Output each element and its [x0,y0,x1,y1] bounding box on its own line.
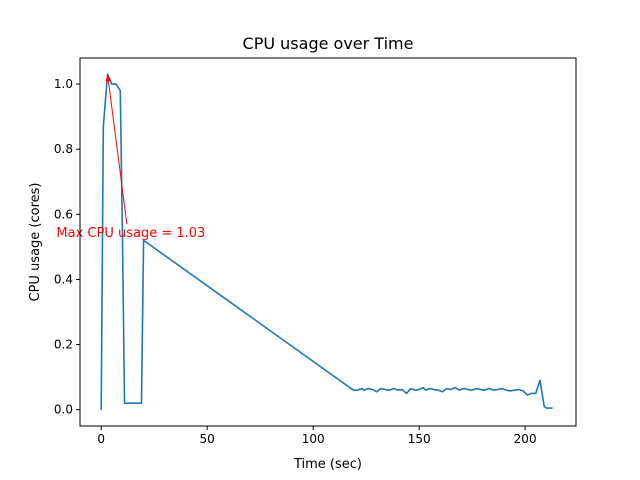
y-tick-label: 0.6 [54,207,73,221]
chart-title: CPU usage over Time [243,34,414,53]
x-axis-label: Time (sec) [293,457,362,472]
x-tick-label: 0 [97,432,105,446]
annotation-arrow [107,74,128,225]
x-tick-label: 200 [514,432,537,446]
axes-frame [79,57,577,427]
y-tick-label: 0.4 [54,272,73,286]
annotation-label: Max CPU usage = 1.03 [56,226,205,241]
x-tick-label: 100 [302,432,325,446]
y-axis-label: CPU usage (cores) [28,183,43,302]
plot-area: Max CPU usage = 1.03 0 50 100 150 200 0.0 0.2 0.… [54,57,577,446]
y-tick-label: 1.0 [54,77,73,91]
series-line-0 [100,73,553,410]
y-tick-label: 0.2 [54,338,73,352]
x-tick-label: 50 [200,432,215,446]
y-tick-label: 0.0 [54,403,73,417]
y-tick-label: 0.8 [54,142,73,156]
annotation-arrowhead [105,74,112,82]
x-tick-label: 150 [408,432,431,446]
